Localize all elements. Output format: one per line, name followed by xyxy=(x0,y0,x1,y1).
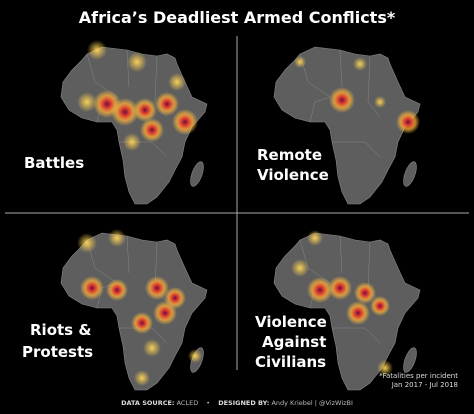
map-battles xyxy=(60,40,208,205)
note: *Fatalities per incident Jan 2017 - Jul 2… xyxy=(379,372,458,389)
text: Civilians xyxy=(255,353,326,371)
text: Violence xyxy=(257,166,329,184)
text: • xyxy=(206,399,210,407)
text: Andy Kriebel | @VizWizBI xyxy=(271,399,353,407)
text: DESIGNED BY: xyxy=(218,399,269,407)
text: DATA SOURCE: xyxy=(121,399,174,407)
text: Against xyxy=(262,333,326,351)
text: *Fatalities per incident xyxy=(379,372,458,380)
panel-label: Remote Violence xyxy=(257,146,329,184)
panel-label: Riots & Protests xyxy=(22,321,93,361)
text: Protests xyxy=(22,343,93,361)
text: Violence xyxy=(255,313,327,331)
text: Jan 2017 - Jul 2018 xyxy=(391,381,458,389)
text: Remote xyxy=(257,146,322,164)
panel-label: Violence Against Civilians xyxy=(255,313,327,371)
title: Africa’s Deadliest Armed Conflicts* xyxy=(79,8,396,27)
text: ACLED xyxy=(177,399,199,407)
map-violence-civilians xyxy=(273,230,421,391)
text: Riots & xyxy=(30,321,91,339)
map-remote-violence xyxy=(273,46,421,205)
map-riots-protests xyxy=(60,229,208,391)
panel-label: Battles xyxy=(24,154,84,172)
text: Battles xyxy=(24,154,84,172)
footer: DATA SOURCE: ACLED • DESIGNED BY: Andy K… xyxy=(121,399,353,407)
